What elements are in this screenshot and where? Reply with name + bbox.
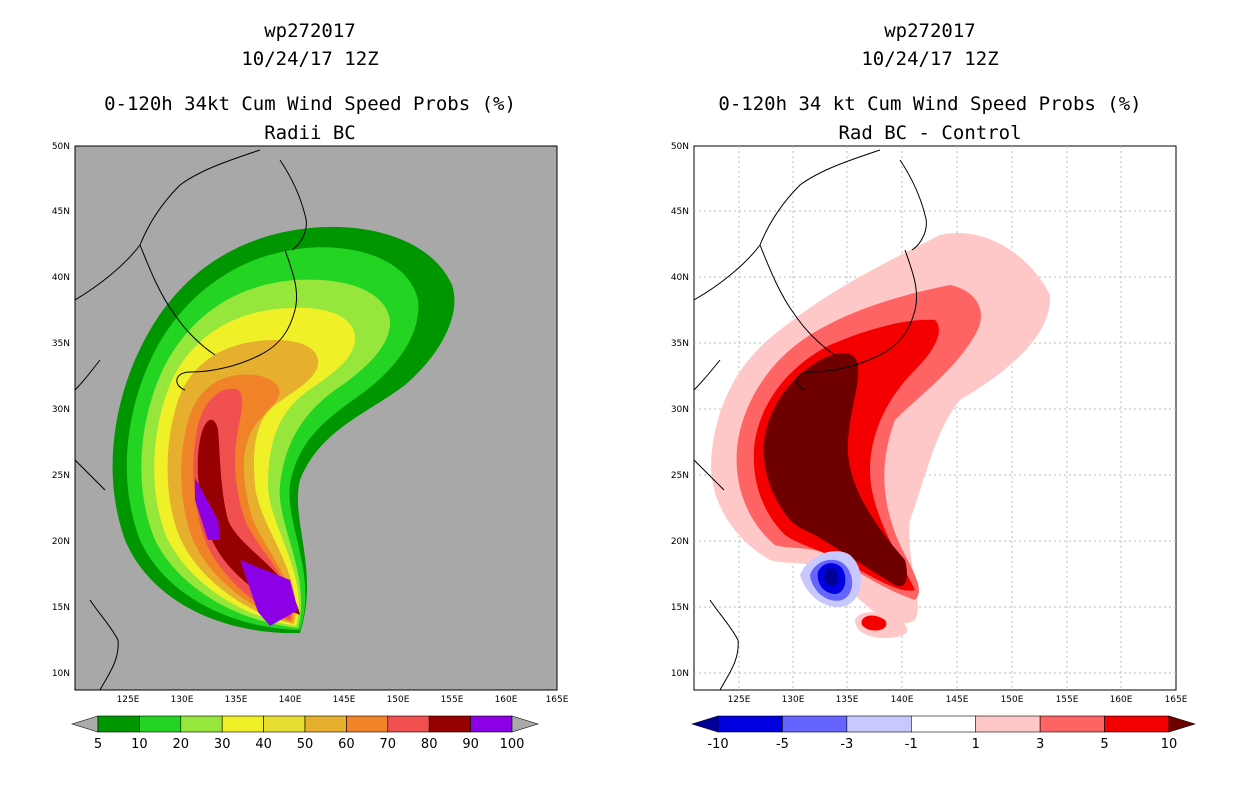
colorbar-label: -1 xyxy=(905,737,918,752)
right-y-tick-label: 35N xyxy=(671,339,689,349)
left-map: 10N 15N 20N 25N 30N 35N 40N 45N 50N 125E… xyxy=(52,142,569,705)
right-x-tick-label: 140E xyxy=(891,695,914,705)
left-y-tick-label: 15N xyxy=(52,603,70,613)
colorbar-label: -3 xyxy=(840,737,853,752)
right-y-tick-label: 40N xyxy=(671,273,689,283)
left-x-axis: 125E 130E 135E 140E 145E 150E 155E 160E … xyxy=(117,695,569,705)
right-y-tick-label: 20N xyxy=(671,537,689,547)
colorbar-swatch xyxy=(97,715,140,733)
left-y-axis: 10N 15N 20N 25N 30N 35N 40N 45N 50N xyxy=(52,142,70,679)
colorbar-swatch xyxy=(975,715,1041,733)
left-y-tick-label: 30N xyxy=(52,405,70,415)
colorbar-label: 80 xyxy=(421,737,438,752)
right-map: 10N 15N 20N 25N 30N 35N 40N 45N 50N 125E… xyxy=(671,142,1188,705)
right-title-line-1: wp272017 xyxy=(884,20,976,42)
left-y-tick-label: 45N xyxy=(52,207,70,217)
colorbar-swatch xyxy=(180,715,223,733)
colorbar-swatch xyxy=(346,715,389,733)
left-x-tick-label: 135E xyxy=(225,695,248,705)
right-coastlines xyxy=(694,149,927,690)
colorbar-swatch xyxy=(910,715,977,733)
colorbar-label: 5 xyxy=(1100,737,1108,752)
colorbar-swatch xyxy=(1104,715,1170,733)
colorbar-label: 40 xyxy=(255,737,272,752)
colorbar-swatch xyxy=(387,715,430,733)
right-x-tick-label: 145E xyxy=(946,695,969,705)
right-difference-field xyxy=(710,233,1051,638)
left-y-tick-label: 20N xyxy=(52,537,70,547)
colorbar-under-arrow xyxy=(690,715,719,733)
colorbar-over-arrow xyxy=(1168,715,1197,733)
colorbar-swatch xyxy=(717,715,783,733)
right-x-tick-label: 155E xyxy=(1056,695,1079,705)
colorbar-label: 10 xyxy=(131,737,148,752)
colorbar-label: 90 xyxy=(462,737,479,752)
left-colorbar: 5 10 20 30 40 50 60 70 80 90 100 xyxy=(70,715,540,752)
colorbar-swatch xyxy=(139,715,182,733)
colorbar-label: 30 xyxy=(214,737,231,752)
left-title-line-4: Radii BC xyxy=(264,122,356,144)
left-title-line-1: wp272017 xyxy=(264,20,356,42)
right-y-tick-label: 30N xyxy=(671,405,689,415)
right-x-axis: 125E 130E 135E 140E 145E 150E 155E 160E … xyxy=(728,695,1188,705)
colorbar-label: 70 xyxy=(380,737,397,752)
left-x-tick-label: 160E xyxy=(495,695,518,705)
colorbar-swatch xyxy=(846,715,912,733)
left-y-tick-label: 25N xyxy=(52,471,70,481)
colorbar-label: -10 xyxy=(707,737,728,752)
titles-layer: wp272017 10/24/17 12Z 0-120h 34kt Cum Wi… xyxy=(104,20,1142,144)
right-x-tick-label: 135E xyxy=(836,695,859,705)
right-x-tick-label: 165E xyxy=(1165,695,1188,705)
right-title-line-3: 0-120h 34 kt Cum Wind Speed Probs (%) xyxy=(718,93,1141,115)
colorbar-swatch xyxy=(221,715,264,733)
right-x-tick-label: 125E xyxy=(728,695,751,705)
colorbar-swatch xyxy=(263,715,306,733)
right-y-tick-label: 50N xyxy=(671,142,689,152)
left-coastlines xyxy=(75,149,307,690)
right-colorbar: -10 -5 -3 -1 1 3 5 10 xyxy=(690,715,1197,752)
left-x-tick-label: 165E xyxy=(546,695,569,705)
colorbar-label: 60 xyxy=(338,737,355,752)
colorbar-over-arrow xyxy=(511,715,540,733)
colorbar-swatch xyxy=(428,715,471,733)
left-x-tick-label: 125E xyxy=(117,695,140,705)
right-title-line-2: 10/24/17 12Z xyxy=(861,48,998,70)
left-title-line-2: 10/24/17 12Z xyxy=(241,48,378,70)
colorbar-label: 1 xyxy=(972,737,980,752)
right-x-tick-label: 130E xyxy=(782,695,805,705)
colorbar-label: 50 xyxy=(297,737,314,752)
left-x-tick-label: 155E xyxy=(441,695,464,705)
colorbar-swatch xyxy=(304,715,347,733)
colorbar-swatch xyxy=(470,715,513,733)
right-y-tick-label: 10N xyxy=(671,669,689,679)
right-y-axis: 10N 15N 20N 25N 30N 35N 40N 45N 50N xyxy=(671,142,689,679)
colorbar-label: 20 xyxy=(173,737,190,752)
left-title-line-3: 0-120h 34kt Cum Wind Speed Probs (%) xyxy=(104,93,516,115)
right-y-tick-label: 25N xyxy=(671,471,689,481)
left-x-tick-label: 140E xyxy=(279,695,302,705)
right-y-tick-label: 45N xyxy=(671,207,689,217)
colorbar-label: 3 xyxy=(1036,737,1044,752)
right-title-line-4: Rad BC - Control xyxy=(838,122,1021,144)
right-y-tick-label: 15N xyxy=(671,603,689,613)
left-x-tick-label: 145E xyxy=(333,695,356,705)
left-y-tick-label: 50N xyxy=(52,142,70,152)
colorbar-under-arrow xyxy=(70,715,99,733)
left-y-tick-label: 40N xyxy=(52,273,70,283)
left-x-tick-label: 150E xyxy=(387,695,410,705)
right-x-tick-label: 150E xyxy=(1001,695,1024,705)
left-y-tick-label: 10N xyxy=(52,669,70,679)
colorbar-swatch xyxy=(782,715,848,733)
colorbar-label: -5 xyxy=(776,737,789,752)
left-y-tick-label: 35N xyxy=(52,339,70,349)
colorbar-label: 10 xyxy=(1161,737,1178,752)
colorbar-label: 100 xyxy=(500,737,525,752)
left-probability-field xyxy=(112,226,455,634)
right-x-tick-label: 160E xyxy=(1110,695,1133,705)
left-x-tick-label: 130E xyxy=(171,695,194,705)
colorbar-label: 5 xyxy=(94,737,102,752)
colorbar-swatch xyxy=(1039,715,1105,733)
